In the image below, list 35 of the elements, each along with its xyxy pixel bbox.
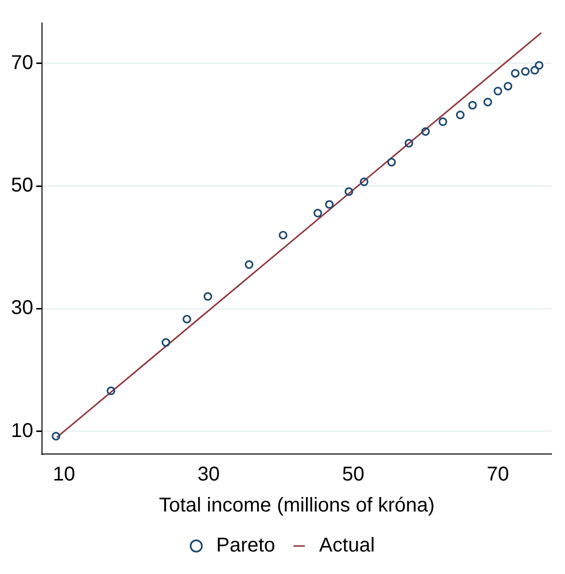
point [387, 158, 396, 166]
point [344, 187, 354, 196]
point [278, 230, 288, 240]
y-tick-label: 50 [10, 174, 34, 197]
legend-label: Actual [319, 534, 375, 557]
point [521, 67, 530, 76]
point [313, 208, 322, 218]
legend-label: Pareto [216, 534, 276, 557]
y-tick-label: 30 [10, 297, 34, 320]
point [325, 200, 334, 209]
point [244, 260, 254, 269]
x-tick-label: 30 [197, 464, 220, 486]
point [468, 100, 477, 110]
point [534, 61, 544, 70]
point [530, 66, 540, 75]
point [404, 138, 414, 148]
point [421, 127, 430, 136]
y-tick-label: 70 [10, 52, 34, 74]
point [360, 177, 368, 186]
point [162, 338, 170, 347]
x-axis-title: Total income (millions of króna) [158, 494, 435, 517]
x-tick-label: 70 [486, 464, 510, 486]
x-tick-label: 10 [52, 464, 76, 486]
point [483, 98, 492, 106]
point [504, 82, 512, 90]
point [106, 386, 116, 396]
point [438, 117, 448, 126]
point [204, 292, 212, 301]
point [182, 314, 192, 324]
x-tick-label: 50 [342, 464, 364, 486]
y-tick-label: 10 [10, 420, 34, 442]
point [494, 86, 502, 96]
point [510, 68, 520, 78]
point [52, 432, 60, 441]
point [456, 110, 465, 120]
